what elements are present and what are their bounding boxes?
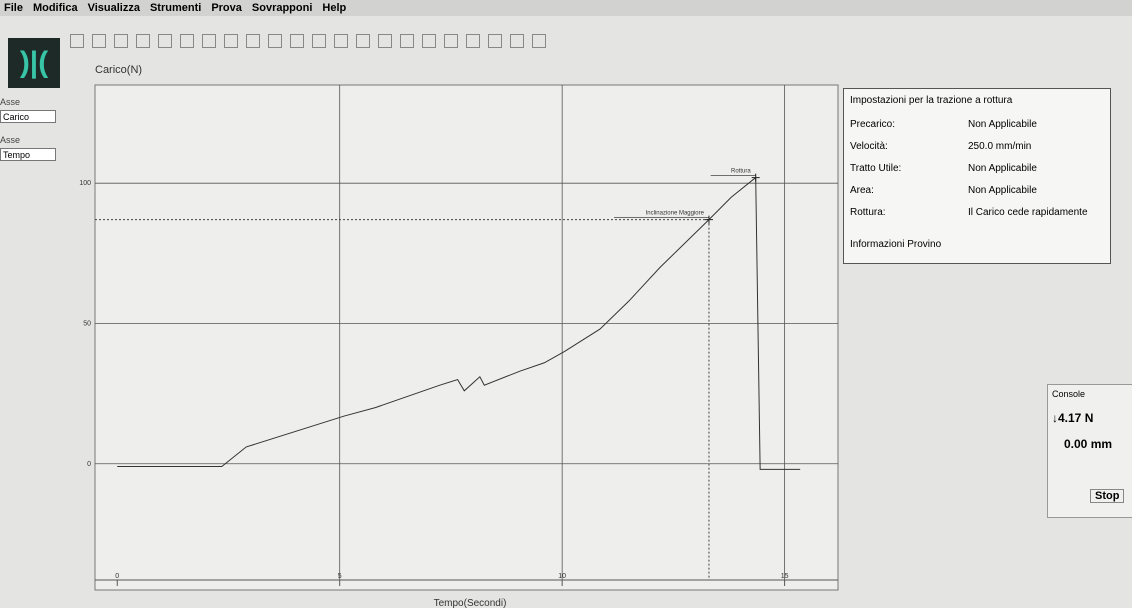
setting-label: Rottura:	[850, 207, 886, 218]
y-tick-label: 50	[83, 320, 91, 327]
panel-title: Impostazioni per la trazione a rottura	[850, 95, 1012, 106]
setting-value: Non Applicabile	[968, 163, 1037, 174]
console-title: Console	[1052, 389, 1085, 399]
panel-footer: Informazioni Provino	[850, 239, 941, 250]
x-tick-label: 0	[115, 573, 119, 580]
x-tick-label: 10	[558, 573, 566, 580]
setting-value: 250.0 mm/min	[968, 141, 1031, 152]
setting-label: Tratto Utile:	[850, 163, 901, 174]
load-readout: ↓4.17 N	[1052, 411, 1093, 425]
annotation-label: Inclinazione Maggiore	[646, 211, 705, 217]
x-tick-label: 15	[781, 573, 789, 580]
setting-value: Non Applicabile	[968, 119, 1037, 130]
settings-panel: Impostazioni per la trazione a rottura I…	[843, 88, 1111, 264]
position-readout: 0.00 mm	[1064, 437, 1112, 451]
screen: FileModificaVisualizzaStrumentiProvaSovr…	[0, 0, 1132, 608]
x-axis-label: Tempo(Secondi)	[434, 598, 507, 608]
annotation-label: Rottura	[731, 169, 751, 175]
console: Console ↓4.17 N 0.00 mm Stop	[1047, 384, 1132, 518]
setting-label: Precarico:	[850, 119, 895, 130]
plot-area	[95, 85, 838, 590]
setting-value: Non Applicabile	[968, 185, 1037, 196]
setting-label: Area:	[850, 185, 874, 196]
setting-value: Il Carico cede rapidamente	[968, 207, 1088, 218]
y-axis-label: Carico(N)	[95, 64, 142, 76]
y-tick-label: 0	[87, 461, 91, 468]
stop-button[interactable]: Stop	[1090, 489, 1124, 503]
chart: Carico(N) Tempo(Secondi) 0 50 100 0 5 10 15 Rot…	[0, 0, 840, 608]
setting-label: Velocità:	[850, 141, 888, 152]
y-tick-label: 100	[79, 180, 91, 187]
x-tick-label: 5	[338, 573, 342, 580]
